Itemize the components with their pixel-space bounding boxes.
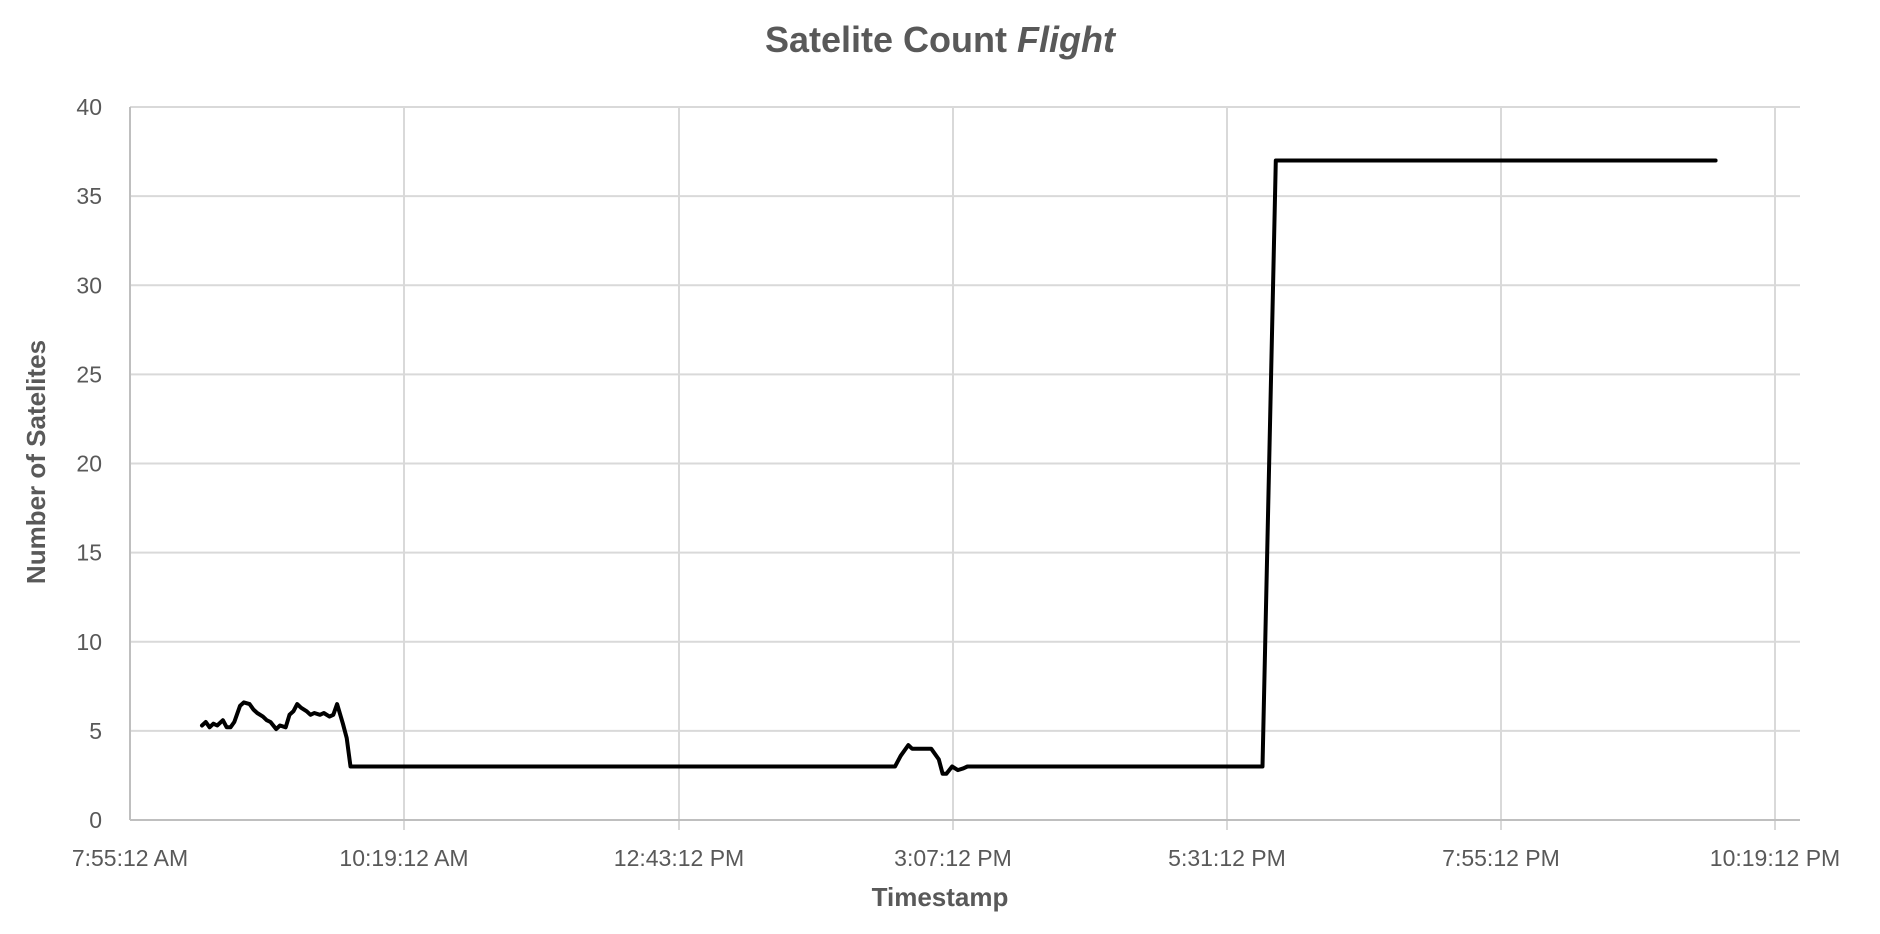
- x-tick-label: 10:19:12 AM: [339, 845, 468, 871]
- tick-labels: 0 5 10 15 20 25 30 35 40 7:55:12 AM 10:19:12 AM 12:…: [72, 94, 1840, 871]
- x-tick-label: 7:55:12 PM: [1442, 845, 1560, 871]
- y-tick-label: 15: [76, 540, 102, 566]
- y-tick-label: 40: [76, 94, 102, 120]
- x-axis-title: Timestamp: [872, 882, 1009, 912]
- gridlines: [130, 106, 1800, 830]
- x-tick-label: 10:19:12 PM: [1710, 845, 1840, 871]
- series-line: [200, 158, 1718, 776]
- y-tick-label: 35: [76, 183, 102, 209]
- y-tick-label: 20: [76, 451, 102, 477]
- y-tick-label: 30: [76, 272, 102, 298]
- x-tick-label: 3:07:12 PM: [894, 845, 1012, 871]
- y-tick-label: 0: [89, 807, 102, 833]
- x-tick-label: 7:55:12 AM: [72, 845, 188, 871]
- chart-title: Satelite Count Flight: [765, 19, 1117, 60]
- y-tick-label: 25: [76, 361, 102, 387]
- chart-title-main: Satelite Count: [765, 19, 1007, 60]
- chart-title-emphasis: Flight: [1017, 19, 1117, 60]
- axes: [129, 107, 1800, 821]
- y-axis-title: Number of Satelites: [21, 340, 51, 584]
- y-tick-label: 5: [89, 718, 102, 744]
- x-tick-label: 12:43:12 PM: [614, 845, 744, 871]
- series-layer: [200, 158, 1718, 776]
- y-tick-label: 10: [76, 629, 102, 655]
- x-tick-label: 5:31:12 PM: [1168, 845, 1286, 871]
